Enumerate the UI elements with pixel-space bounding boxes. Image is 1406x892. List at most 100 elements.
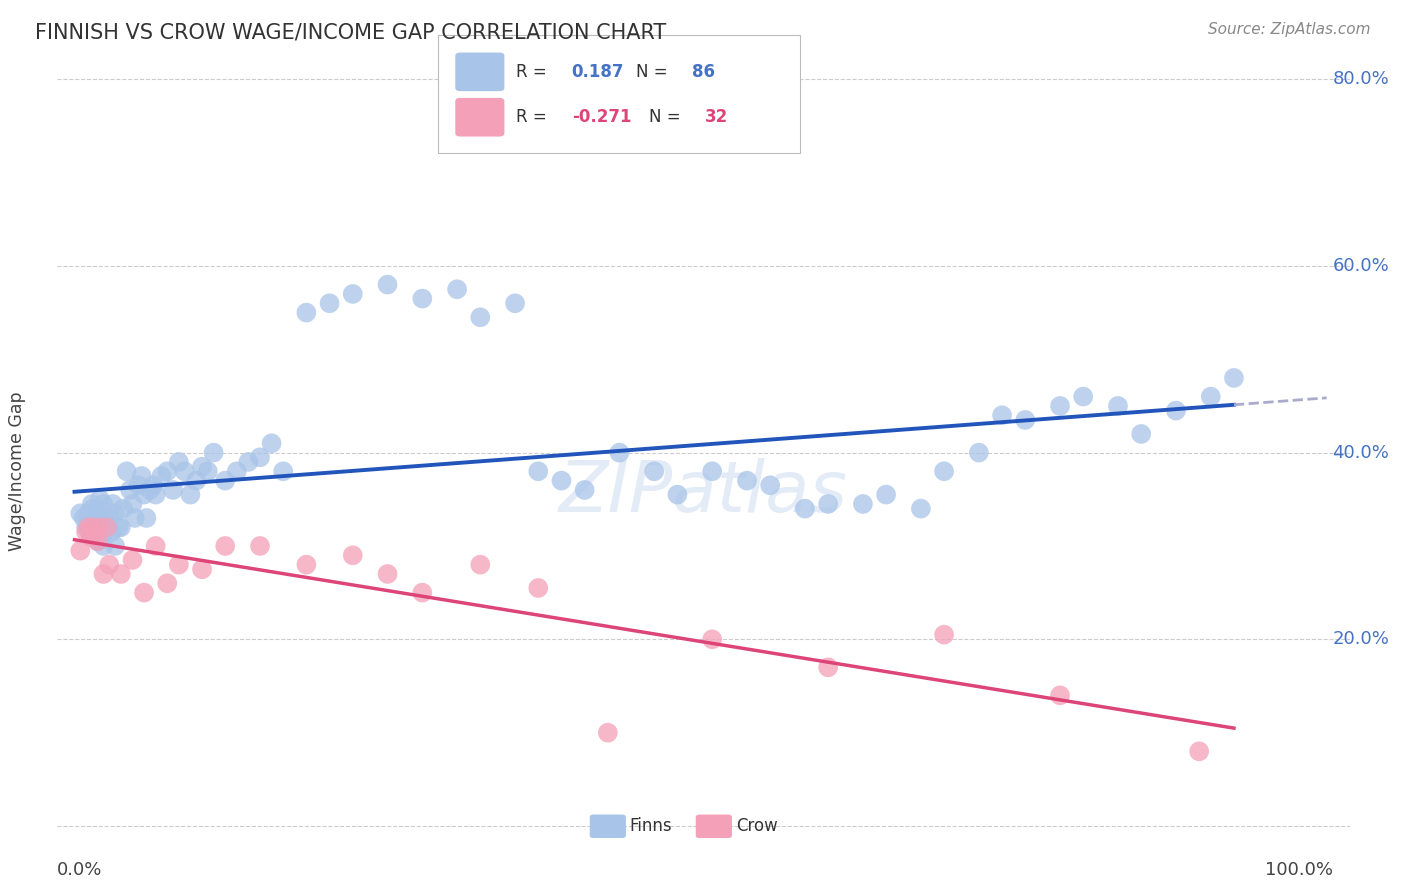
Text: ZIPatlas: ZIPatlas <box>560 458 848 527</box>
Text: 80.0%: 80.0% <box>1333 70 1389 88</box>
Point <box>93 497 115 511</box>
Text: 100.0%: 100.0% <box>1264 862 1333 880</box>
Point <box>104 539 127 553</box>
Point <box>89 520 111 534</box>
Point <box>124 511 146 525</box>
Point <box>86 534 108 549</box>
FancyBboxPatch shape <box>456 53 505 91</box>
Point <box>574 483 596 497</box>
Point <box>295 305 318 319</box>
Point <box>214 539 236 553</box>
Point <box>1014 413 1036 427</box>
Point <box>84 530 107 544</box>
Point <box>794 501 817 516</box>
Point <box>156 576 179 591</box>
Text: N =: N = <box>637 62 673 81</box>
Point <box>145 488 167 502</box>
Point <box>967 445 990 459</box>
Point <box>69 543 91 558</box>
Point <box>132 585 155 599</box>
Text: Wage/Income Gap: Wage/Income Gap <box>7 392 25 551</box>
Point <box>132 488 155 502</box>
Point <box>202 445 225 459</box>
Point <box>93 539 115 553</box>
Point <box>214 474 236 488</box>
Point <box>1223 371 1246 385</box>
Point <box>115 464 138 478</box>
Point <box>342 287 364 301</box>
Point <box>121 497 143 511</box>
Point <box>100 524 122 539</box>
Point <box>527 581 550 595</box>
Point <box>852 497 875 511</box>
Point <box>609 445 631 459</box>
Point <box>96 516 118 530</box>
Point <box>643 464 665 478</box>
Point <box>759 478 782 492</box>
Point <box>80 497 103 511</box>
Point <box>225 464 247 478</box>
Point <box>101 497 124 511</box>
Point <box>503 296 526 310</box>
Point <box>80 530 103 544</box>
Point <box>470 310 492 325</box>
Point <box>77 506 100 520</box>
Point <box>139 483 162 497</box>
Point <box>86 501 108 516</box>
Point <box>80 524 103 539</box>
Point <box>470 558 492 572</box>
Point <box>79 524 101 539</box>
Point <box>1130 426 1153 441</box>
Point <box>135 511 157 525</box>
Point <box>84 511 107 525</box>
Point <box>121 553 143 567</box>
Point <box>271 464 294 478</box>
Point <box>75 524 97 539</box>
Text: 20.0%: 20.0% <box>1333 631 1389 648</box>
Point <box>991 409 1014 423</box>
Point <box>77 520 100 534</box>
Point <box>186 474 208 488</box>
Text: -0.271: -0.271 <box>572 108 631 127</box>
FancyBboxPatch shape <box>696 814 733 838</box>
Point <box>82 520 104 534</box>
Point <box>817 497 839 511</box>
Point <box>112 501 135 516</box>
Point <box>1199 390 1222 404</box>
Point <box>817 660 839 674</box>
Text: 32: 32 <box>704 108 728 127</box>
Point <box>932 464 955 478</box>
Text: 0.0%: 0.0% <box>58 862 103 880</box>
Point <box>318 296 340 310</box>
Point <box>110 520 132 534</box>
Point <box>411 292 433 306</box>
Point <box>96 520 118 534</box>
Point <box>875 488 897 502</box>
Point <box>82 501 104 516</box>
Point <box>260 436 283 450</box>
Point <box>377 566 399 581</box>
Point <box>702 464 724 478</box>
Point <box>90 511 112 525</box>
Point <box>150 469 173 483</box>
Point <box>191 459 214 474</box>
Point <box>342 549 364 563</box>
Point <box>98 558 121 572</box>
Point <box>377 277 399 292</box>
FancyBboxPatch shape <box>439 35 800 153</box>
Point <box>527 464 550 478</box>
Point <box>69 506 91 520</box>
Point <box>142 478 165 492</box>
Point <box>89 492 111 507</box>
Point <box>104 506 127 520</box>
Point <box>93 566 115 581</box>
Point <box>910 501 932 516</box>
Text: Source: ZipAtlas.com: Source: ZipAtlas.com <box>1208 22 1371 37</box>
Point <box>1164 403 1187 417</box>
Point <box>666 488 689 502</box>
Text: Crow: Crow <box>735 817 778 835</box>
Point <box>1188 744 1211 758</box>
Point <box>75 520 97 534</box>
Point <box>295 558 318 572</box>
Point <box>167 455 190 469</box>
